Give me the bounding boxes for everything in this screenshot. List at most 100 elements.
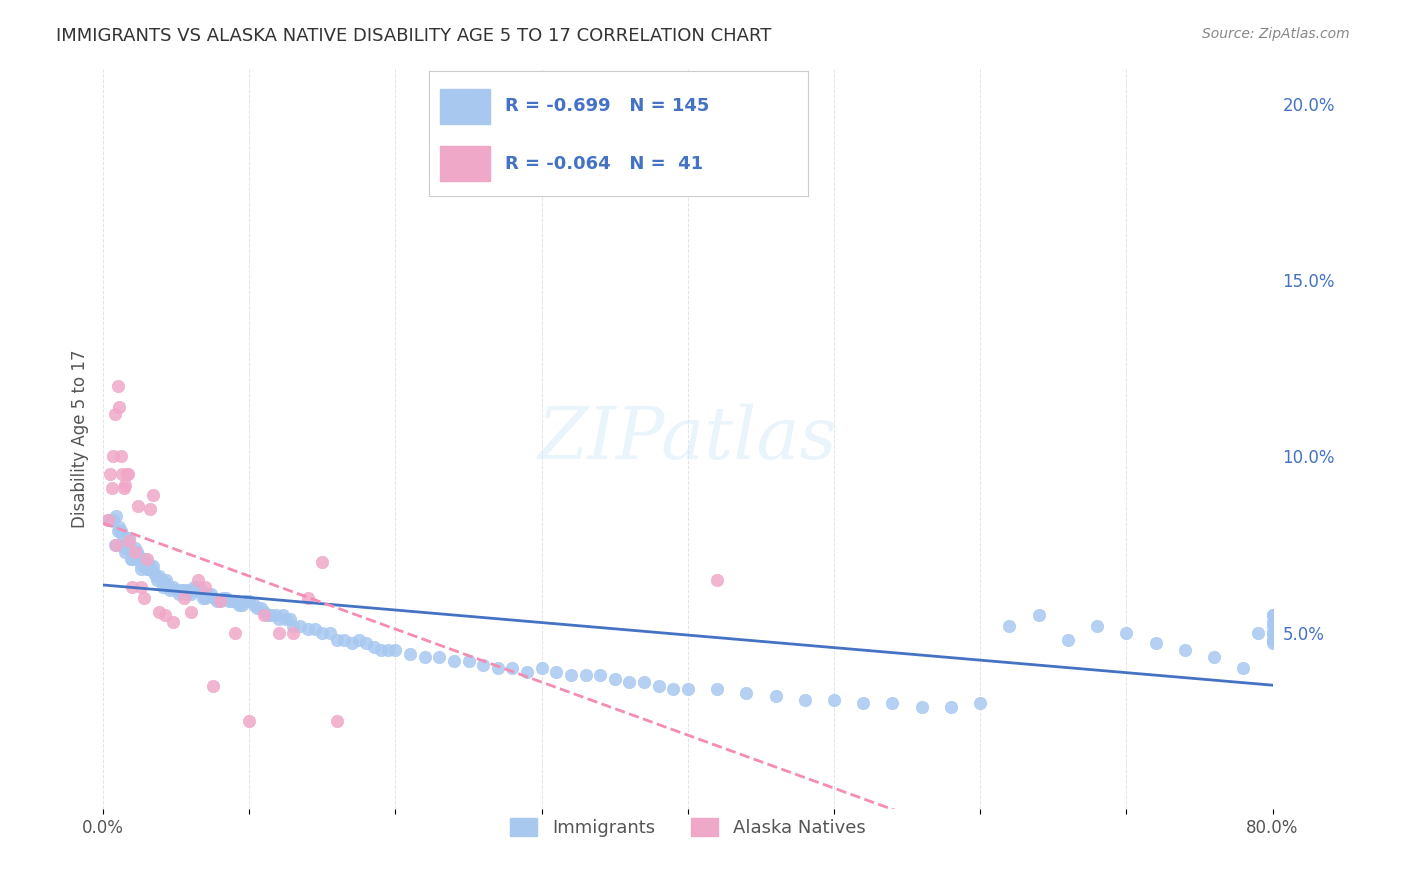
FancyBboxPatch shape [440,146,489,181]
Point [153,608,176,623]
Point [370,643,392,657]
Point [1028,608,1050,623]
Point [150,573,173,587]
Point [128,555,150,569]
Point [141,562,163,576]
Point [117,467,139,481]
FancyBboxPatch shape [440,89,489,124]
Point [117,541,139,556]
Point [257,608,280,623]
Point [413,650,436,665]
Point [1261,625,1284,640]
Point [187,573,209,587]
Point [114,541,136,556]
Point [253,605,276,619]
Point [264,608,287,623]
Point [297,622,319,636]
Point [190,583,212,598]
Point [516,665,538,679]
Text: R = -0.064   N =  41: R = -0.064 N = 41 [505,155,703,173]
Point [110,450,132,464]
Point [209,594,232,608]
Point [124,544,146,558]
Point [129,580,152,594]
Point [233,594,256,608]
Point [145,569,167,583]
Point [112,538,135,552]
Point [115,467,138,481]
Point [120,551,142,566]
Point [157,580,180,594]
Point [108,400,131,414]
Point [311,625,333,640]
Point [142,488,165,502]
Point [159,583,181,598]
Point [1144,636,1167,650]
Point [177,583,200,598]
Point [1261,608,1284,623]
Point [427,650,450,665]
Point [105,538,128,552]
Point [146,573,169,587]
Point [104,538,127,552]
Point [384,643,406,657]
Point [852,696,875,710]
Point [274,612,297,626]
Point [224,625,246,640]
Point [1261,632,1284,647]
Point [103,450,125,464]
Point [363,640,385,654]
Point [271,608,294,623]
Point [103,513,125,527]
Point [108,520,131,534]
Point [132,551,155,566]
Point [472,657,495,672]
Point [218,594,240,608]
Point [129,562,152,576]
Point [589,668,612,682]
Point [134,555,156,569]
Point [148,569,170,583]
Point [1202,650,1225,665]
Point [1232,661,1254,675]
Point [143,566,166,580]
Point [155,573,177,587]
Point [267,625,290,640]
Point [139,558,162,573]
Point [152,580,174,594]
Point [486,661,509,675]
Point [676,682,699,697]
Point [148,605,170,619]
Point [110,538,132,552]
Point [191,591,214,605]
Point [250,601,273,615]
Point [1261,619,1284,633]
Point [290,619,312,633]
Point [169,583,191,598]
Point [603,672,626,686]
Point [882,696,904,710]
Point [215,591,238,605]
Point [114,477,136,491]
Point [100,513,122,527]
Point [127,548,149,562]
Point [112,481,135,495]
Point [326,632,349,647]
Point [205,594,228,608]
Point [96,513,118,527]
Point [96,513,118,527]
Point [224,594,246,608]
Point [311,555,333,569]
Point [118,534,141,549]
Text: ZIPatlas: ZIPatlas [538,403,838,474]
Point [377,643,399,657]
Point [197,587,219,601]
Point [124,541,146,556]
Point [633,675,655,690]
Legend: Immigrants, Alaska Natives: Immigrants, Alaska Natives [503,811,873,845]
Point [706,573,728,587]
Point [501,661,523,675]
Point [201,679,224,693]
Point [318,625,340,640]
Point [1261,636,1284,650]
